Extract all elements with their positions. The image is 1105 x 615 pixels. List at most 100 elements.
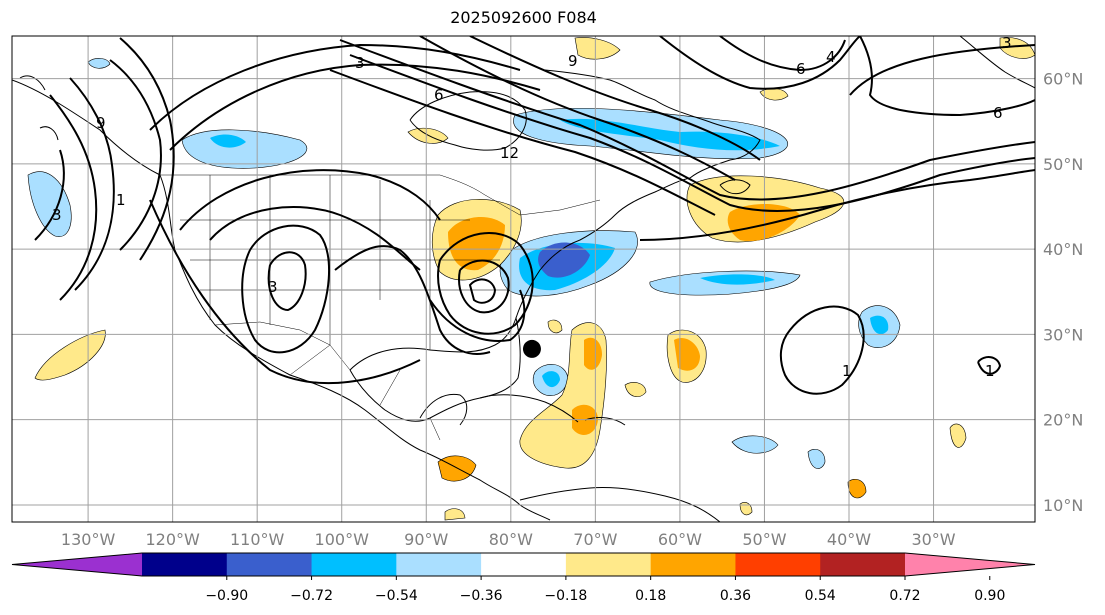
border-states-b bbox=[180, 219, 510, 291]
lon-tick-label: 90°W bbox=[404, 530, 448, 549]
anomaly-orange-atlantic-60w-core bbox=[674, 337, 700, 371]
colorbar-tick-label: 0.54 bbox=[805, 588, 836, 604]
contour-ridge-west-3 bbox=[34, 149, 65, 241]
lat-tick-label: 20°N bbox=[1043, 411, 1083, 430]
map-title: 2025092600 F084 bbox=[450, 8, 597, 27]
colorbar-segment bbox=[820, 553, 906, 576]
longitude-tick-labels: 130°W 120°W 110°W 100°W 90°W 80°W 70°W 60°W 50°W… bbox=[61, 530, 956, 549]
coastline-alaska-islands bbox=[19, 75, 59, 141]
lon-tick-label: 70°W bbox=[573, 530, 617, 549]
anomaly-blue-central-atlantic-core bbox=[870, 315, 889, 335]
anomaly-blue-tropical-a bbox=[731, 435, 779, 454]
border-us-mexico bbox=[214, 321, 351, 371]
colorbar-segment bbox=[650, 553, 736, 576]
coastlines bbox=[12, 36, 1035, 522]
colorbar-tick-labels: −0.90 −0.72 −0.54 −0.36 −0.18 0.18 0.36 0.54 0.7… bbox=[205, 576, 1005, 604]
contour-label: 1 bbox=[985, 362, 995, 380]
contour-jet-3 bbox=[329, 69, 716, 216]
colorbar-tick-label: −0.54 bbox=[375, 588, 418, 604]
coastline-gulf bbox=[349, 316, 521, 422]
anomaly-orange-small-c bbox=[847, 479, 867, 499]
contour-southeast-atl bbox=[639, 169, 1035, 241]
colorbar-tick-label: −0.36 bbox=[460, 588, 503, 604]
colorbar-outline bbox=[11, 552, 1036, 577]
lon-tick-label: 130°W bbox=[61, 530, 116, 549]
shaded-anomalies bbox=[27, 37, 1035, 521]
colorbar-segment bbox=[735, 553, 821, 576]
contour-east-trough bbox=[334, 245, 491, 355]
anomaly-orange-small-f bbox=[547, 319, 563, 334]
colorbar-extend-high bbox=[905, 553, 1035, 576]
colorbar bbox=[11, 552, 1036, 577]
anomaly-orange-northatl bbox=[574, 37, 621, 60]
anomaly-blue-canada-east-core bbox=[560, 118, 780, 151]
contour-ridge-west-1 bbox=[49, 94, 98, 301]
contour-upper-arc-2 bbox=[169, 63, 541, 151]
contour-cutoff-low-inner bbox=[458, 259, 510, 314]
contour-trough-west-a bbox=[109, 59, 162, 251]
anomaly-blue-tropical-b bbox=[807, 449, 826, 469]
border-mexico-states bbox=[289, 344, 441, 441]
coastline-yucatan bbox=[419, 393, 468, 426]
anomaly-orange-greatlakes-core bbox=[448, 216, 505, 271]
contour-label: 1 bbox=[842, 362, 852, 380]
colorbar-tick-label: 0.72 bbox=[889, 588, 920, 604]
contour-labels: 9 6 3 3 1 1 6 6 9 12 3 1 3 4 bbox=[52, 34, 1012, 380]
anomaly-blue-atlantic-band-core bbox=[700, 274, 775, 285]
lon-tick-label: 120°W bbox=[145, 530, 200, 549]
colorbar-tick-label: 0.90 bbox=[974, 588, 1005, 604]
latitude-tick-labels: 60°N 50°N 40°N 30°N 20°N 10°N bbox=[1043, 70, 1083, 515]
border-us-canada bbox=[160, 174, 601, 216]
anomaly-orange-small-b bbox=[949, 423, 967, 448]
contour-label: 6 bbox=[434, 86, 444, 104]
contour-jet-4 bbox=[419, 36, 736, 181]
coastline-atlantic-us bbox=[515, 177, 691, 319]
anomaly-orange-caribbean-core-a bbox=[584, 337, 602, 370]
contour-label: 3 bbox=[1002, 34, 1012, 52]
storm-position-marker bbox=[522, 339, 541, 358]
lon-tick-label: 30°W bbox=[911, 530, 955, 549]
colorbar-tick-label: 0.18 bbox=[635, 588, 666, 604]
coastline-canada-east bbox=[544, 69, 761, 179]
colorbar-segment bbox=[481, 553, 567, 576]
anomaly-orange-small-d bbox=[444, 508, 466, 521]
contour-jet-1 bbox=[339, 39, 1035, 201]
political-borders bbox=[160, 174, 601, 441]
contour-ridge-west-2 bbox=[69, 77, 115, 291]
lat-tick-label: 30°N bbox=[1043, 325, 1083, 344]
anomaly-blue-pacific-nw bbox=[27, 171, 72, 237]
colorbar-extend-low bbox=[12, 553, 142, 576]
contour-greenland-arc bbox=[859, 36, 1035, 117]
contour-north-ring bbox=[849, 44, 1035, 96]
contour-label: 4 bbox=[826, 48, 836, 66]
coastline-newfoundland bbox=[719, 179, 751, 195]
anomaly-orange-newfoundland-core bbox=[727, 204, 800, 242]
contour-plains-closed-outer bbox=[241, 224, 330, 354]
contour-label: 6 bbox=[796, 60, 806, 78]
contour-cutoff-low-outer bbox=[437, 232, 534, 335]
anomaly-orange-small-a bbox=[624, 382, 647, 398]
contour-label: 3 bbox=[52, 206, 62, 224]
contours bbox=[34, 36, 1035, 395]
contour-label: 9 bbox=[568, 52, 578, 70]
anomaly-blue-pacific-small bbox=[87, 58, 111, 69]
coastline-south-america bbox=[519, 487, 721, 522]
anomaly-orange-small-e bbox=[739, 502, 753, 516]
contour-label: 12 bbox=[500, 144, 519, 162]
contour-trough-central-2 bbox=[179, 169, 441, 231]
map-frame bbox=[11, 35, 1036, 523]
anomaly-blue-midatlantic-core bbox=[538, 242, 590, 278]
contour-small-east bbox=[977, 356, 1002, 375]
colorbar-tick-label: −0.18 bbox=[544, 588, 587, 604]
colorbar-segment bbox=[396, 553, 482, 576]
lon-tick-label: 60°W bbox=[658, 530, 702, 549]
contour-cutoff-low-core bbox=[468, 278, 497, 304]
lon-tick-label: 50°W bbox=[742, 530, 786, 549]
lat-tick-label: 50°N bbox=[1043, 155, 1083, 174]
contour-labrador-1 bbox=[659, 36, 861, 90]
contour-label: 3 bbox=[355, 54, 365, 72]
lat-tick-label: 40°N bbox=[1043, 240, 1083, 259]
contour-florida-loop bbox=[429, 289, 526, 342]
contour-plains-closed-inner bbox=[267, 251, 307, 312]
contour-trough-central bbox=[209, 206, 421, 271]
